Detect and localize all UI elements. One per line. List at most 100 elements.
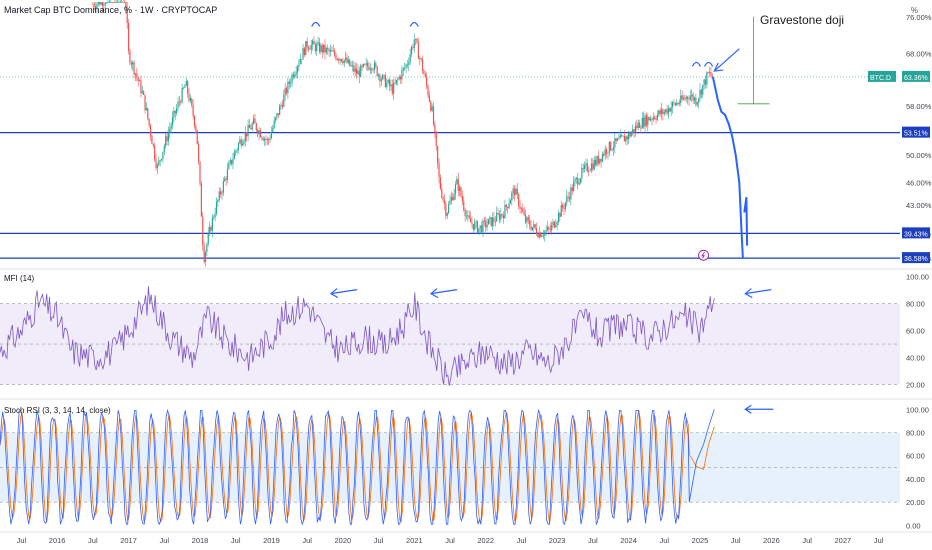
candle-body: [250, 128, 252, 130]
candle-body: [265, 138, 267, 141]
candle-body: [623, 135, 626, 142]
candle-body: [424, 74, 426, 77]
projection-spike: [743, 197, 749, 246]
axis-unit: %: [910, 6, 918, 15]
candle-body: [684, 98, 686, 100]
candle-body: [173, 110, 175, 118]
candle-body: [336, 58, 338, 60]
candle-body: [386, 82, 388, 88]
candle-body: [443, 200, 446, 205]
candle-body: [127, 23, 130, 51]
level-price-tag: [902, 227, 930, 239]
candle-body: [582, 167, 584, 169]
candle-body: [404, 67, 406, 69]
candle-body: [136, 73, 138, 78]
candle-body: [355, 68, 358, 75]
candle-body: [255, 123, 257, 131]
candle-body: [129, 50, 131, 63]
candle-body: [321, 45, 323, 53]
candle-body: [578, 182, 580, 185]
candle-body: [449, 200, 451, 205]
candle-body: [347, 59, 349, 63]
candle-body: [544, 231, 546, 236]
x-tick-label: Jul: [445, 536, 455, 545]
candle-body: [618, 138, 620, 140]
x-tick-label: Jul: [802, 536, 812, 545]
candle-body: [158, 160, 160, 165]
candle-body: [376, 66, 378, 77]
candle-body: [584, 165, 586, 169]
stoch-k-line: [0, 408, 715, 526]
candle-body: [611, 149, 613, 151]
candle-body: [269, 138, 271, 141]
candle-body: [195, 125, 197, 131]
candle-body: [666, 109, 668, 114]
price-tick-label: 50.00%: [906, 151, 932, 160]
candle-body: [608, 141, 610, 153]
candle-body: [509, 200, 512, 204]
candle-body: [601, 153, 604, 162]
candle-body: [383, 75, 385, 76]
candle-body: [266, 139, 268, 141]
candle-body: [317, 42, 319, 45]
candle-body: [700, 89, 702, 95]
candle-body: [366, 63, 369, 67]
price-tick-label: 43.00%: [906, 201, 932, 210]
candle-body: [570, 187, 572, 200]
candle-body: [651, 118, 653, 120]
candle-body: [181, 87, 183, 103]
candle-body: [430, 101, 432, 111]
candle-body: [482, 220, 484, 233]
candle-body: [531, 227, 534, 230]
candle-body: [435, 131, 437, 146]
candle-body: [213, 217, 215, 219]
candle-body: [427, 85, 429, 96]
candle-body: [203, 245, 205, 262]
candle-body: [362, 64, 365, 67]
x-tick-label: 2027: [835, 536, 852, 545]
peak-mark: [409, 21, 419, 27]
candle-body: [529, 220, 531, 227]
candle-body: [165, 136, 167, 146]
x-tick-label: 2024: [620, 536, 637, 545]
candle-body: [612, 147, 615, 150]
x-tick-label: 2019: [263, 536, 280, 545]
candle-body: [133, 62, 135, 75]
candle-body: [268, 139, 270, 141]
candle-body: [209, 226, 211, 234]
candle-body: [559, 212, 561, 217]
candle-body: [210, 226, 212, 231]
candle-body: [647, 117, 649, 126]
candle-body: [678, 103, 680, 105]
x-tick-label: 2026: [763, 536, 780, 545]
candle-body: [663, 111, 665, 114]
x-tick-label: Jul: [231, 536, 241, 545]
candle-body: [211, 217, 213, 231]
candle-body: [228, 163, 230, 169]
level-price-label: 36.58%: [904, 256, 928, 263]
candle-body: [468, 215, 470, 218]
candle-body: [487, 218, 490, 225]
mfi-label: MFI (14): [4, 274, 35, 283]
candle-body: [442, 197, 444, 201]
candle-body: [99, 2, 101, 5]
candle-body: [105, 2, 108, 3]
candle-body: [648, 117, 650, 121]
candle-body: [409, 54, 411, 63]
candle-body: [474, 222, 476, 230]
candle-body: [200, 183, 202, 217]
candle-body: [478, 228, 480, 233]
candle-body: [516, 188, 518, 195]
last-price-tag: [902, 70, 930, 82]
candle-body: [214, 213, 216, 218]
candle-body: [394, 82, 396, 84]
candle-body: [324, 44, 326, 53]
lightning-icon-glyph: [701, 251, 705, 259]
candle-body: [682, 98, 685, 100]
candle-body: [706, 72, 708, 85]
candle-body: [419, 58, 421, 59]
candle-body: [251, 123, 253, 130]
candle-body: [566, 196, 568, 203]
candle-body: [263, 138, 266, 141]
